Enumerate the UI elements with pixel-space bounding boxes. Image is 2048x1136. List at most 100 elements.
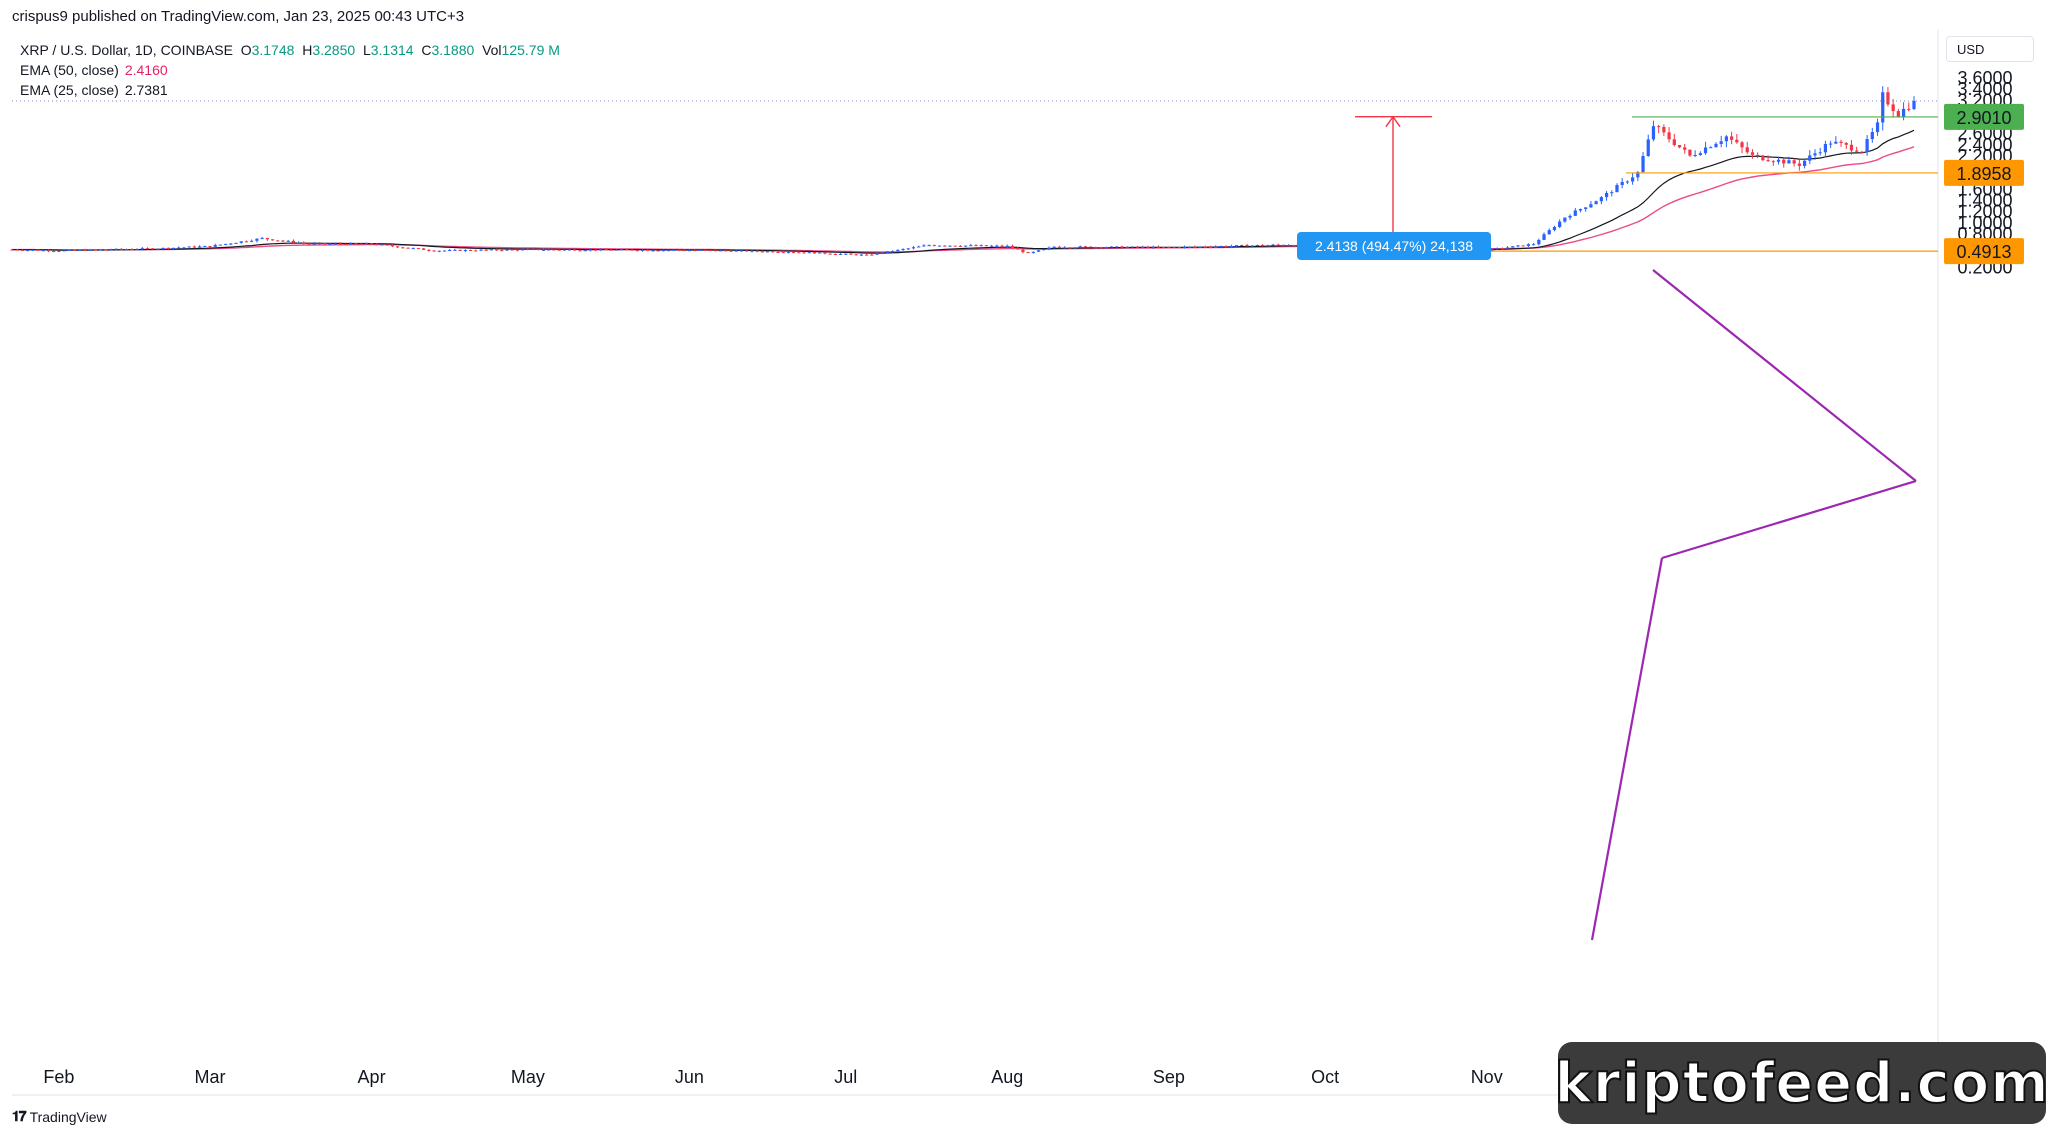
candle-body xyxy=(260,238,264,240)
x-tick-label: Jul xyxy=(834,1067,857,1087)
candle-body xyxy=(1240,245,1244,247)
ema25-label: EMA (25, close) xyxy=(20,82,119,98)
candle-body xyxy=(1094,247,1098,249)
candle-body xyxy=(1188,246,1192,248)
candle-body xyxy=(317,243,322,245)
candle-body xyxy=(792,252,796,254)
candle-body xyxy=(891,251,895,253)
candle-body xyxy=(349,243,353,245)
candle-body xyxy=(1834,141,1838,144)
candle-body xyxy=(588,249,593,251)
candle-body xyxy=(797,252,801,254)
candle-body xyxy=(745,250,749,252)
candle-body xyxy=(140,248,144,250)
candle-body xyxy=(1891,104,1895,112)
candle-body xyxy=(734,250,738,252)
candle-body xyxy=(1057,246,1062,248)
candle-body xyxy=(1766,160,1770,162)
candle-body xyxy=(234,242,238,244)
symbol-label[interactable]: XRP / U.S. Dollar, 1D, COINBASE xyxy=(20,42,233,58)
candle-body xyxy=(1709,147,1713,149)
candle-body xyxy=(1813,153,1817,156)
candle-body xyxy=(432,250,436,252)
candle-body xyxy=(1125,247,1129,249)
candle-body xyxy=(1234,245,1239,247)
volume-label: Vol xyxy=(482,42,502,58)
candle-body xyxy=(72,249,77,251)
candle-body xyxy=(359,243,363,245)
candle-body xyxy=(917,246,921,248)
candle-body xyxy=(1135,246,1140,248)
candle-body xyxy=(1104,247,1108,249)
candle-body xyxy=(484,249,488,251)
candle-body xyxy=(1224,245,1228,247)
candle-body xyxy=(614,249,619,251)
trendline-rally[interactable] xyxy=(1590,557,1664,941)
candle-body xyxy=(807,252,811,254)
candle-body xyxy=(713,250,718,252)
candle-body xyxy=(562,249,566,251)
candle-body xyxy=(515,249,520,251)
candle-body xyxy=(625,249,629,251)
candle-body xyxy=(901,249,905,251)
candle-body xyxy=(1151,246,1155,248)
candle-body xyxy=(354,243,358,245)
candle-body xyxy=(594,249,598,251)
candle-body xyxy=(1177,247,1181,249)
candle-body xyxy=(505,249,509,251)
candle-body xyxy=(1802,160,1807,166)
candle-body xyxy=(343,244,348,246)
trendline-upper[interactable] xyxy=(1652,269,1917,482)
candle-body xyxy=(177,247,181,249)
candle-body xyxy=(1167,246,1171,248)
candle-body xyxy=(990,245,994,247)
candle-body xyxy=(192,246,196,248)
candle-body xyxy=(78,249,82,251)
candle-body xyxy=(1062,247,1067,249)
candle-body xyxy=(250,240,254,242)
candle-body xyxy=(1490,248,1494,251)
candle-body xyxy=(197,246,202,248)
candle-body xyxy=(93,249,97,251)
ema50-legend-row[interactable]: EMA (50, close) 2.4160 xyxy=(20,60,560,80)
candle-body xyxy=(1839,141,1843,144)
high-label: H xyxy=(302,42,313,58)
candle-body xyxy=(1526,244,1531,246)
candle-body xyxy=(281,240,285,242)
candle-body xyxy=(833,253,837,255)
candle-body xyxy=(31,249,35,251)
candle-body xyxy=(10,249,14,251)
candle-body xyxy=(1870,132,1874,140)
candle-body xyxy=(338,243,342,245)
candle-body xyxy=(302,242,306,244)
candle-body xyxy=(1578,209,1583,211)
candle-body xyxy=(698,249,702,251)
candle-body xyxy=(995,245,999,247)
candle-body xyxy=(1505,247,1510,249)
candle-body xyxy=(427,249,431,251)
candle-body xyxy=(1010,245,1015,249)
candle-body xyxy=(557,249,561,251)
candle-body xyxy=(666,250,671,252)
tradingview-footer[interactable]: 𝟏𝟕 TradingView xyxy=(12,1108,107,1125)
ema25-legend-row[interactable]: EMA (25, close) 2.7381 xyxy=(20,80,560,100)
candle-body xyxy=(687,250,692,252)
candle-body xyxy=(849,253,853,255)
trendline-lower[interactable] xyxy=(1661,479,1917,560)
candle-body xyxy=(1823,143,1828,153)
candle-body xyxy=(927,245,931,247)
currency-button[interactable]: USD xyxy=(1946,36,2034,62)
high-value: 3.2850 xyxy=(312,42,356,58)
candle-body xyxy=(609,249,613,251)
candle-body xyxy=(52,250,56,252)
volume-value: 125.79 M xyxy=(501,42,560,58)
candle-body xyxy=(1875,122,1880,133)
candle-body xyxy=(1662,126,1666,133)
candle-body xyxy=(1203,246,1207,248)
candle-body xyxy=(922,245,926,247)
candle-body xyxy=(583,250,587,252)
candle-body xyxy=(885,251,890,253)
candle-body xyxy=(1542,234,1546,240)
candle-body xyxy=(620,249,624,251)
